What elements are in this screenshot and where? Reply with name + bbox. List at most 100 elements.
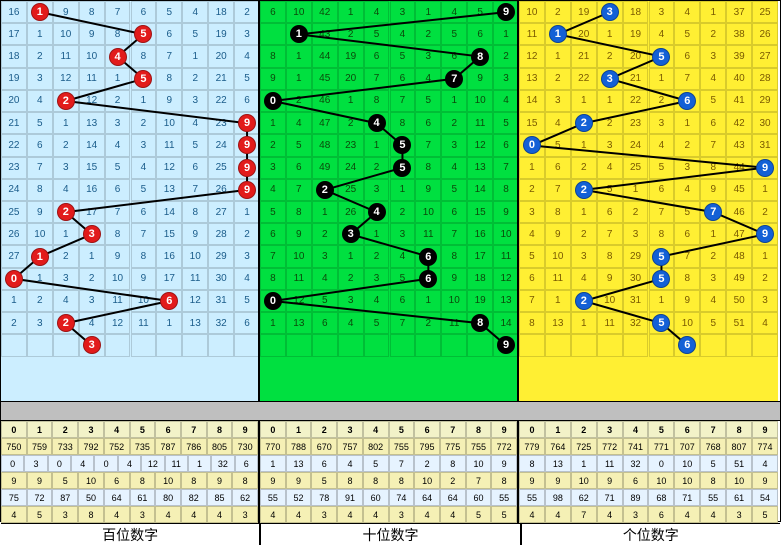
grid-cell: 2 [27,290,53,312]
stats-cell: 32 [623,455,649,472]
stats-header-cell: 9 [752,421,778,438]
grid-cell: 31 [623,290,649,312]
grid-cell: 5 [105,157,131,179]
grid-cell: 29 [208,245,234,267]
grid-cell: 6 [700,112,726,134]
stats-header-cell: 6 [155,421,181,438]
grid-cell: 2 [1,312,27,334]
grid-cell: 2 [571,223,597,245]
grid-cell: 7 [27,157,53,179]
stats-cell: 4 [337,455,363,472]
stats-cell: 0 [648,455,674,472]
stats-cell: 8 [130,472,156,489]
grid-cell: 1 [493,23,519,45]
stats-cell: 9 [519,472,545,489]
grid-cell: 7 [545,179,571,201]
panel-label: 百位数字 [1,524,261,545]
grid-cell: 7 [156,45,182,67]
stats-cell: 8 [491,472,517,489]
grid-cell: 4 [571,268,597,290]
trend-dot: 3 [342,225,360,243]
grid-cell: 3 [364,179,390,201]
grid-cell: 9 [27,201,53,223]
grid-cell [27,334,53,356]
grid-cell: 2 [674,134,700,156]
stats-cell: 64 [440,489,466,506]
grid-cell: 11 [545,268,571,290]
grid-cell: 5 [674,23,700,45]
grid-cell: 3 [390,223,416,245]
grid-cell: 29 [623,245,649,267]
grid-cell [700,334,726,356]
grid-cell: 10 [131,290,157,312]
grid-cell: 49 [312,157,338,179]
stats-cell: 9 [752,472,778,489]
stats-cell: 735 [130,438,156,455]
grid-cell: 19 [1,68,27,90]
grid-cell: 3 [493,68,519,90]
grid-cell: 1 [260,312,286,334]
grid-cell: 4 [649,23,675,45]
grid-cell: 4 [674,179,700,201]
grid-cell: 6 [415,112,441,134]
grid-cell: 20 [338,68,364,90]
grid-cell: 1 [700,1,726,23]
grid-cell: 25 [752,1,778,23]
trend-dot: 6 [419,270,437,288]
stats-cell: 78 [311,489,337,506]
grid-cell [441,334,467,356]
grid-cell: 2 [623,201,649,223]
grid-cell: 26 [208,179,234,201]
grid-cell: 1 [752,179,778,201]
stats-panel-0: 0123456789750759733792752735787786805730… [1,421,260,523]
stats-header-cell: 2 [52,421,78,438]
grid-cell: 10 [597,290,623,312]
grid-cell: 4 [105,134,131,156]
grid-cell: 3 [623,223,649,245]
stats-header-cell: 7 [181,421,207,438]
stats-cell: 10 [155,472,181,489]
grid-cell: 4 [286,112,312,134]
stats-cell: 75 [1,489,27,506]
grid-cell: 22 [623,90,649,112]
grid-cell: 10 [156,112,182,134]
grid-cell: 4 [390,245,416,267]
grid-cell: 13 [286,312,312,334]
stats-cell: 62 [232,489,258,506]
grid-cell: 1 [338,90,364,112]
stats-cell: 9 [260,472,286,489]
grid-cell: 9 [700,179,726,201]
grid-cell: 2 [260,134,286,156]
grid-cell [338,334,364,356]
grid-cell [545,334,571,356]
grid-cell: 8 [27,179,53,201]
grid-cell: 6 [234,312,260,334]
grid-cell: 45 [312,68,338,90]
trend-dot: 0 [264,92,282,110]
stats-header-cell: 3 [337,421,363,438]
grid-cell: 6 [597,201,623,223]
trend-dot: 9 [238,159,256,177]
grid-cell: 14 [493,312,519,334]
grid-cell: 5 [700,90,726,112]
grid-cell: 5 [286,134,312,156]
grid-cell: 18 [467,268,493,290]
stats-cell: 82 [181,489,207,506]
grid-cell: 31 [752,134,778,156]
grid-cell: 4 [234,45,260,67]
stats-header-cell: 3 [597,421,623,438]
trend-dot: 8 [471,48,489,66]
stats-cell: 0 [1,455,24,472]
stats-cell: 1 [260,455,286,472]
grid-cell: 13 [182,312,208,334]
label-row: 百位数字十位数字个位数字 [1,523,780,545]
stats-cell: 80 [155,489,181,506]
grid-cell: 10 [53,23,79,45]
grid-cell: 11 [53,45,79,67]
grid-cell: 4 [441,1,467,23]
trend-dot: 1 [31,248,49,266]
grid-cell: 12 [467,134,493,156]
stats-cell: 8 [363,472,389,489]
grid-cell: 5 [260,201,286,223]
stats-cell: 85 [207,489,233,506]
